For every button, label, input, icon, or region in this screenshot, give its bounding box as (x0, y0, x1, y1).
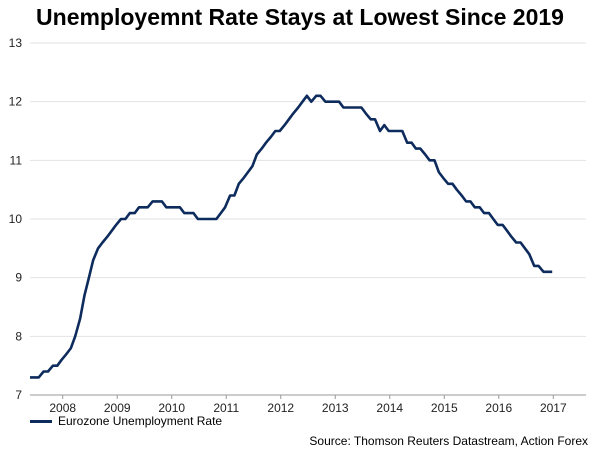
source-note: Source: Thomson Reuters Datastream, Acti… (309, 434, 588, 448)
y-axis-ticks: 7 8 9 10 11 12 13 (9, 36, 23, 402)
y-tick-label: 11 (10, 153, 23, 167)
y-tick-label: 8 (15, 329, 22, 343)
x-tick-label: 2009 (104, 401, 131, 415)
y-tick-label: 9 (15, 271, 22, 285)
x-axis-ticks: 2008 2009 2010 2011 2012 2013 2014 2015 2016 2017 (49, 395, 567, 415)
x-tick-label: 2010 (158, 401, 185, 415)
x-tick-label: 2015 (431, 401, 458, 415)
legend-swatch (30, 419, 52, 423)
gridlines (30, 42, 586, 337)
x-tick-label: 2014 (376, 401, 403, 415)
legend-label: Eurozone Unemployment Rate (58, 414, 223, 428)
x-tick-label: 2008 (49, 401, 76, 415)
x-tick-label: 2011 (213, 401, 239, 415)
x-tick-label: 2013 (322, 401, 349, 415)
y-tick-label: 13 (9, 36, 23, 50)
y-tick-label: 7 (15, 388, 22, 402)
y-tick-label: 12 (9, 95, 23, 109)
y-tick-label: 10 (9, 212, 23, 226)
series-layer (30, 94, 553, 379)
legend: Eurozone Unemployment Rate (30, 414, 222, 428)
series-line-eurozone-unemployment (30, 94, 553, 379)
x-tick-label: 2017 (540, 401, 567, 415)
x-tick-label: 2012 (267, 401, 294, 415)
x-tick-label: 2016 (485, 401, 512, 415)
chart-title: Unemployemnt Rate Stays at Lowest Since … (36, 4, 564, 30)
